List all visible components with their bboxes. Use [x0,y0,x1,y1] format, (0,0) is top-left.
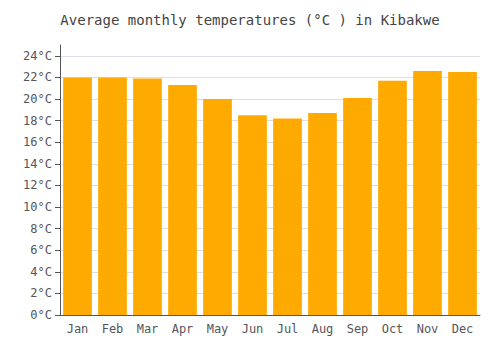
svg-text:Apr: Apr [172,322,194,336]
svg-text:Aug: Aug [312,322,334,336]
svg-text:16°C: 16°C [23,135,52,149]
svg-text:Jan: Jan [67,322,89,336]
svg-text:2°C: 2°C [30,286,52,300]
svg-text:4°C: 4°C [30,265,52,279]
svg-text:0°C: 0°C [30,308,52,322]
svg-text:10°C: 10°C [23,200,52,214]
svg-text:24°C: 24°C [23,49,52,63]
svg-text:22°C: 22°C [23,70,52,84]
svg-text:6°C: 6°C [30,243,52,257]
svg-text:Dec: Dec [452,322,474,336]
svg-text:Sep: Sep [347,322,369,336]
svg-text:Average monthly temperatures (: Average monthly temperatures (°C ) in Ki… [60,12,439,28]
svg-text:Jun: Jun [242,322,264,336]
svg-text:14°C: 14°C [23,157,52,171]
svg-text:12°C: 12°C [23,178,52,192]
svg-text:Oct: Oct [382,322,404,336]
svg-text:Nov: Nov [417,322,439,336]
svg-text:Feb: Feb [102,322,124,336]
svg-text:May: May [207,322,229,336]
svg-text:Mar: Mar [137,322,159,336]
svg-text:Jul: Jul [277,322,299,336]
svg-text:18°C: 18°C [23,114,52,128]
svg-text:8°C: 8°C [30,222,52,236]
svg-text:20°C: 20°C [23,92,52,106]
